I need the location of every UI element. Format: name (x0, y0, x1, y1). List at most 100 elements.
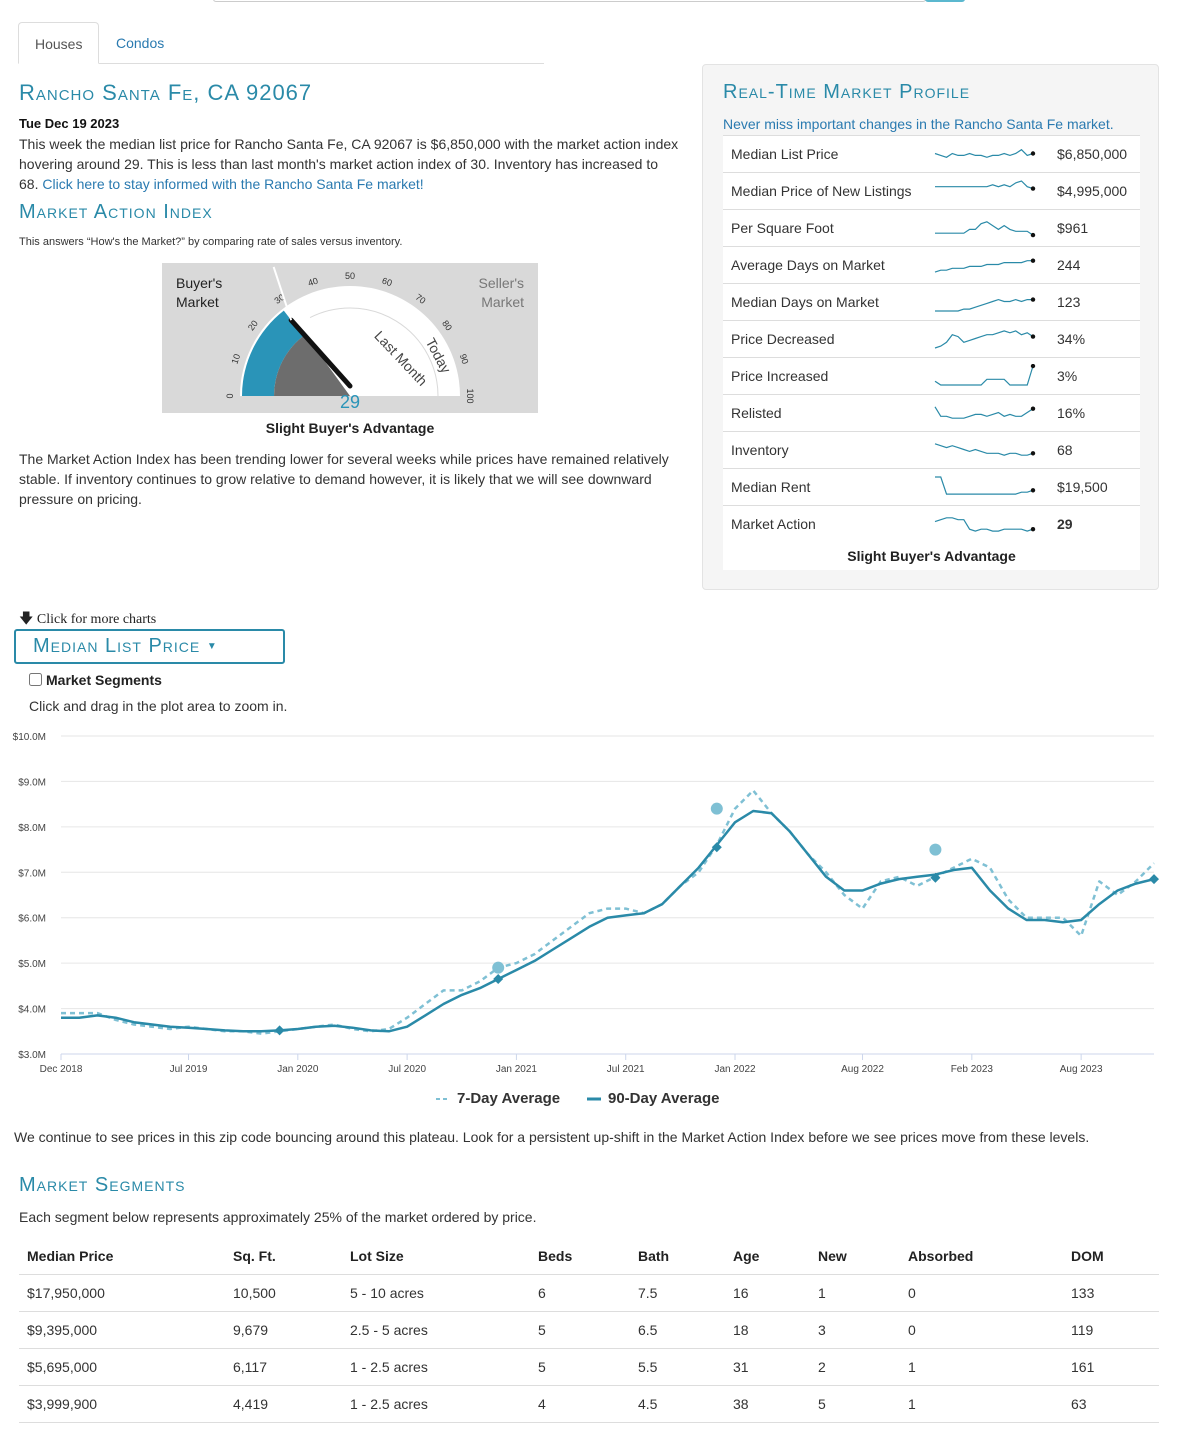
median-list-price-chart[interactable]: $3.0M $4.0M $5.0M $6.0M $7.0M $8.0M $9.0M $10.0… (0, 725, 1179, 1115)
segments-cell: 4,419 (225, 1385, 342, 1423)
segments-column-header: Lot Size (342, 1238, 530, 1275)
segments-cell: $3,999,900 (19, 1385, 225, 1423)
profile-row: Per Square Foot $961 (723, 209, 1140, 246)
x-tick-label: Aug 2023 (1060, 1064, 1103, 1075)
series-90day-marker[interactable] (493, 974, 504, 985)
stay-informed-link[interactable]: Click here to stay informed with the Ran… (42, 176, 424, 192)
profile-row-value: 34% (1057, 331, 1086, 347)
sparkline-endpoint (1030, 364, 1036, 369)
report-date: Tue Dec 19 2023 (19, 116, 120, 131)
series-90day-marker[interactable] (711, 842, 722, 853)
profile-sparkline (934, 148, 1036, 158)
market-profile-panel: Real-Time Market Profile Never miss impo… (702, 64, 1159, 590)
profile-subscribe-link[interactable]: Never miss important changes in the Ranc… (723, 116, 1114, 132)
profile-sparkline (934, 258, 1036, 273)
y-tick-label: $6.0M (18, 914, 46, 925)
segments-cell: 4 (530, 1385, 630, 1423)
segments-cell: 2 (810, 1348, 900, 1386)
y-tick-label: $9.0M (18, 777, 46, 788)
segments-cell: 63 (1063, 1385, 1159, 1423)
segments-cell: 18 (725, 1311, 810, 1349)
segments-cell: 6.5 (630, 1311, 725, 1349)
tab-houses[interactable]: Houses (18, 22, 100, 64)
market-segments-checkbox[interactable] (29, 673, 42, 686)
profile-row-value: $961 (1057, 220, 1089, 236)
profile-row-label: Relisted (731, 405, 782, 421)
market-segments-label: Market Segments (46, 672, 162, 688)
x-tick-label: Feb 2023 (951, 1064, 994, 1075)
series-7day-marker[interactable] (929, 843, 942, 856)
profile-row-label: Median Days on Market (731, 294, 879, 310)
chart-selector-dropdown[interactable]: Median List Price ▼ (14, 629, 285, 664)
segments-cell: 1 (900, 1385, 1063, 1423)
gauge-tick-label: 40 (307, 276, 320, 289)
sparkline-endpoint (1030, 297, 1036, 302)
segments-description: Each segment below represents approximat… (19, 1209, 537, 1225)
sparkline-endpoint (1030, 151, 1036, 156)
segments-cell: 6 (530, 1274, 630, 1312)
series-7day-marker[interactable] (492, 961, 505, 974)
y-tick-label: $7.0M (18, 868, 46, 879)
search-input[interactable] (213, 0, 926, 2)
segments-cell: 0 (900, 1311, 1063, 1349)
segments-cell: 3 (810, 1311, 900, 1349)
segments-column-header: Beds (530, 1238, 630, 1275)
profile-row-value: $6,850,000 (1057, 146, 1128, 162)
x-tick-label: Jul 2020 (388, 1064, 426, 1075)
profile-sparkline (934, 517, 1036, 532)
sellers-market-label-1: Seller's (479, 275, 524, 291)
legend-7day-label[interactable]: 7-Day Average (457, 1090, 560, 1107)
sparkline-path (934, 330, 1034, 349)
sparkline-endpoint (1030, 232, 1036, 238)
sparkline-path (935, 221, 1034, 236)
gauge-tick-label: 20 (246, 318, 260, 332)
series-90day-marker[interactable] (1149, 874, 1159, 885)
sparkline-path (934, 443, 1034, 456)
profile-row-label: Median Price of New Listings (731, 183, 912, 199)
profile-sparkline (935, 297, 1036, 312)
gauge-value: 29 (340, 392, 360, 412)
profile-sparkline (934, 406, 1036, 419)
sparkline-endpoint (1030, 186, 1036, 191)
profile-row-label: Inventory (731, 442, 789, 458)
segments-cell: 161 (1063, 1348, 1159, 1386)
segments-cell: 1 - 2.5 acres (342, 1348, 530, 1386)
profile-row-label: Price Increased (731, 368, 829, 384)
tab-condos[interactable]: Condos (116, 35, 165, 51)
segments-column-header: DOM (1063, 1238, 1159, 1275)
series-90day-marker[interactable] (274, 1025, 285, 1036)
gauge-tick-label: 70 (414, 292, 428, 306)
segments-column-header: Sq. Ft. (225, 1238, 342, 1275)
gauge-tick-label: 90 (458, 353, 471, 366)
gauge-last-month-arc (274, 334, 350, 396)
sparkline-path (935, 180, 1034, 190)
gauge-caption: Slight Buyer's Advantage (265, 420, 435, 436)
sellers-market-label-2: Market (481, 294, 524, 310)
property-type-tabs: Houses Condos (18, 22, 544, 64)
profile-row-value: 16% (1057, 405, 1086, 421)
segments-cell: 1 (900, 1348, 1063, 1386)
more-charts-toggle[interactable]: 🡇 Click for more charts (19, 608, 156, 632)
market-action-paragraph: The Market Action Index has been trendin… (19, 451, 669, 507)
sparkline-path (935, 476, 1034, 495)
segments-cell: 2.5 - 5 acres (342, 1311, 530, 1349)
x-tick-label: Aug 2022 (841, 1064, 884, 1075)
series-90day-marker[interactable] (930, 872, 941, 883)
segments-cell: 4.5 (630, 1385, 725, 1423)
market-segments-toggle[interactable]: Market Segments (29, 672, 162, 688)
more-charts-label: Click for more charts (36, 612, 157, 627)
sparkline-path (935, 298, 1033, 312)
profile-row-value: 68 (1057, 442, 1073, 458)
chart-selector-label: Median List Price (33, 635, 201, 657)
gauge-needle-start-line (272, 266, 293, 321)
series-7day-marker[interactable] (710, 802, 723, 815)
segments-cell: 7.5 (630, 1274, 725, 1312)
profile-row-label: Average Days on Market (731, 257, 885, 273)
series-90day-line[interactable] (61, 809, 1155, 1033)
legend-90day-label[interactable]: 90-Day Average (608, 1090, 719, 1107)
search-button[interactable] (925, 0, 965, 2)
x-tick-label: Jan 2022 (714, 1064, 756, 1075)
sparkline-endpoint (1030, 258, 1036, 263)
sparkline-path (934, 260, 1033, 273)
profile-row: Median Price of New Listings $4,995,000 (723, 172, 1140, 209)
